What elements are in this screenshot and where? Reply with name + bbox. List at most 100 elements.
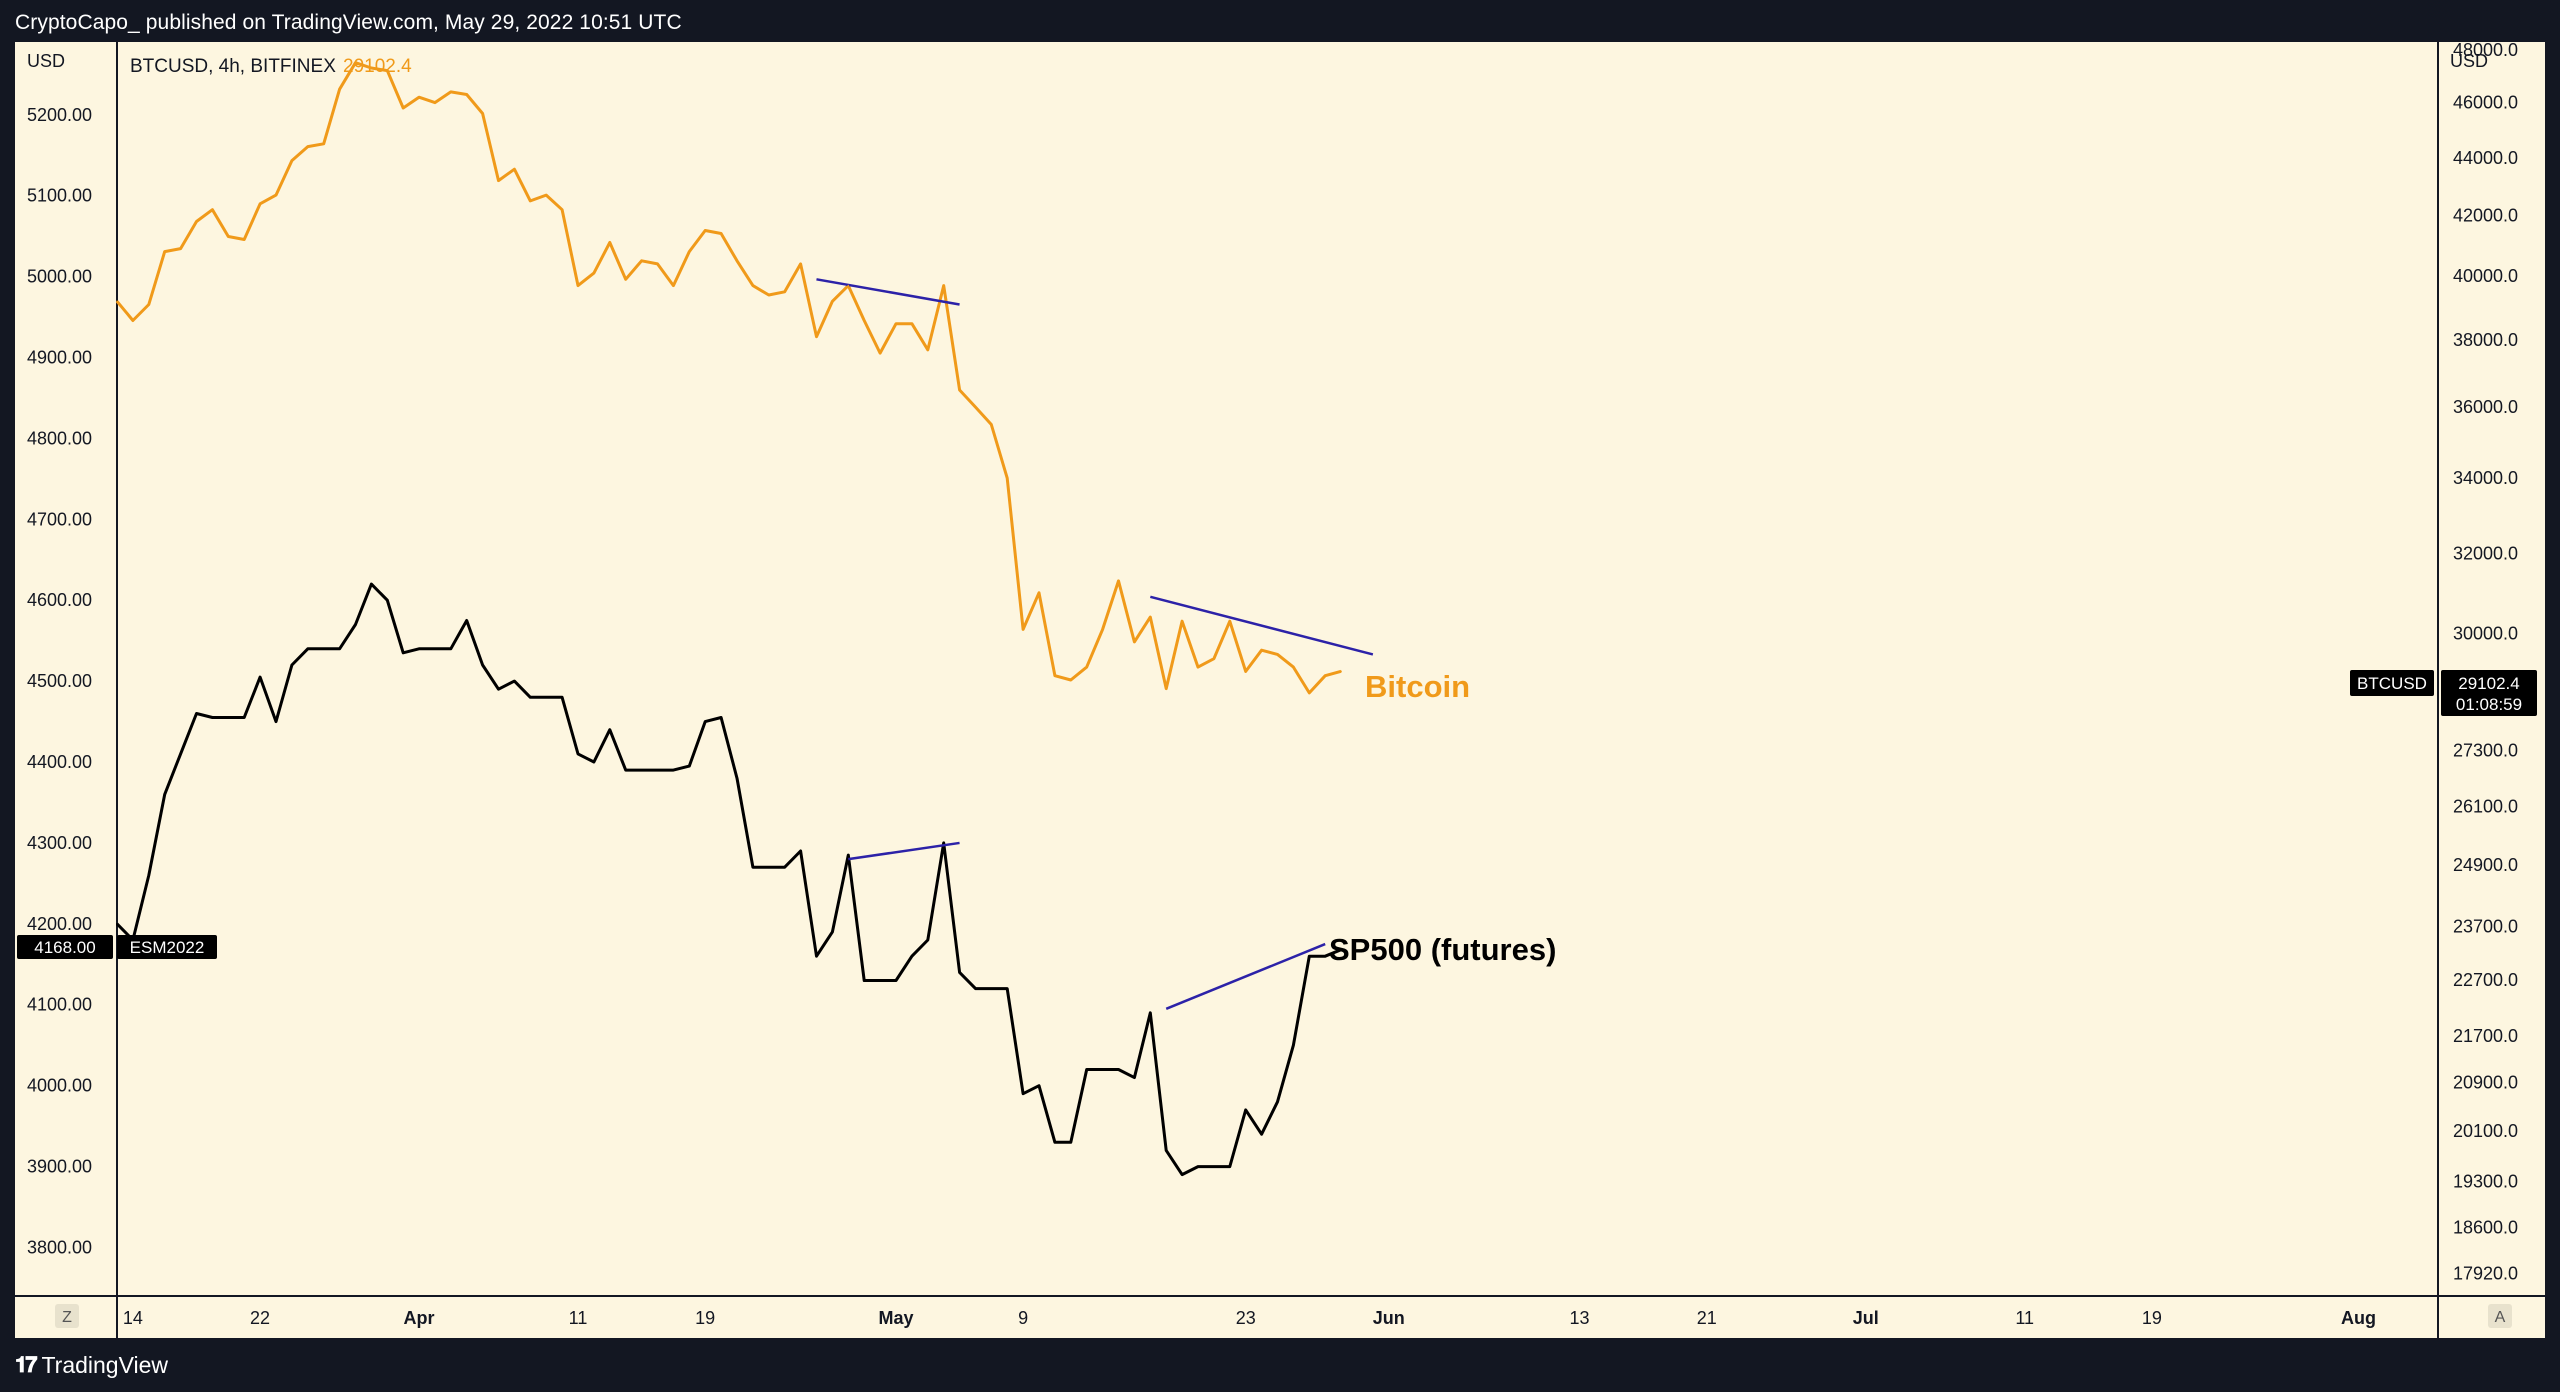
btcusd-point bbox=[1213, 657, 1215, 660]
esm2022-point bbox=[672, 769, 675, 771]
esm2022-point bbox=[259, 676, 261, 678]
right-marker-name: BTCUSD bbox=[2357, 674, 2427, 693]
esm2022-point bbox=[306, 647, 309, 650]
esm2022-point bbox=[275, 720, 277, 723]
esm2022-point bbox=[561, 696, 563, 699]
btcusd-point bbox=[1340, 670, 1342, 673]
btcusd-point bbox=[450, 91, 452, 93]
btcusd-point bbox=[163, 250, 166, 253]
esm2022-point bbox=[895, 979, 897, 982]
esm2022-point bbox=[1101, 1068, 1104, 1071]
esm2022-point bbox=[1070, 1141, 1072, 1144]
esm2022-point bbox=[1292, 1044, 1295, 1046]
tradingview-logo[interactable]: 𝟏𝟕 TradingView bbox=[15, 1352, 168, 1378]
time-axis-tick: Aug bbox=[2341, 1308, 2376, 1328]
right-axis-tick: 22700.0 bbox=[2453, 970, 2518, 990]
btcusd-point bbox=[1244, 670, 1247, 673]
btcusd-series-line bbox=[115, 61, 1342, 695]
esm2022-point bbox=[465, 619, 468, 622]
btcusd-point bbox=[1229, 620, 1231, 622]
btcusd-point bbox=[211, 208, 214, 211]
btcusd-point bbox=[1276, 653, 1279, 656]
btcusd-point bbox=[736, 259, 738, 262]
btcusd-point bbox=[1197, 666, 1199, 668]
btcusd-point bbox=[799, 263, 802, 265]
btcusd-point bbox=[259, 203, 261, 205]
esm2022-point bbox=[1133, 1076, 1136, 1079]
esm2022-point bbox=[1006, 987, 1009, 990]
time-axis-tick: 11 bbox=[2015, 1308, 2034, 1328]
sp500-annotation: SP500 (futures) bbox=[1329, 932, 1556, 967]
time-axis-tick: 9 bbox=[1018, 1308, 1028, 1328]
esm2022-point bbox=[752, 866, 754, 869]
right-button-label[interactable]: A bbox=[2495, 1309, 2506, 1326]
btcusd-point bbox=[942, 284, 945, 287]
btcusd-point bbox=[911, 322, 913, 325]
btcusd-point bbox=[1292, 666, 1295, 668]
plot-area bbox=[115, 61, 1374, 1177]
esm2022-point bbox=[179, 753, 182, 755]
esm2022-point bbox=[815, 955, 818, 958]
time-axis-ticks: 14 22 Apr 11 19 May 9 23 Jun 13 21 Jul 11 19 Aug bbox=[123, 1308, 2376, 1328]
btcusd-point bbox=[640, 259, 643, 262]
esm2022-point bbox=[386, 599, 389, 602]
esm2022-point bbox=[418, 647, 420, 650]
chart-canvas[interactable]: USD USD BTCUSD, 4h, BITFINEX 29102.4 520… bbox=[15, 40, 2545, 1338]
btcusd-point bbox=[720, 232, 722, 235]
esm2022-point bbox=[434, 647, 436, 650]
left-axis-tick: 4000.00 bbox=[27, 1076, 92, 1096]
btcusd-point bbox=[767, 294, 770, 296]
time-axis-tick: 19 bbox=[695, 1308, 715, 1328]
left-button-bg[interactable] bbox=[55, 1304, 79, 1328]
btcusd-point bbox=[1308, 692, 1311, 694]
esm2022-point bbox=[1149, 1012, 1152, 1014]
btcusd-point bbox=[545, 194, 548, 196]
right-button-bg[interactable] bbox=[2488, 1304, 2512, 1328]
esm2022-point bbox=[640, 769, 643, 771]
btcusd-point bbox=[132, 319, 134, 322]
right-axis-tick: 19300.0 bbox=[2453, 1171, 2518, 1191]
btcusd-point bbox=[783, 291, 786, 293]
esm2022-series-line bbox=[115, 582, 1342, 1177]
publish-header: CryptoCapo_ published on TradingView.com… bbox=[0, 0, 2560, 42]
left-axis-tick: 4100.00 bbox=[27, 995, 92, 1015]
esm2022-point bbox=[291, 664, 293, 666]
trendline[interactable] bbox=[848, 841, 960, 861]
btcusd-point bbox=[1006, 477, 1009, 479]
esm2022-point bbox=[370, 583, 373, 585]
esm2022-point bbox=[831, 931, 834, 933]
left-axis-tick: 5100.00 bbox=[27, 186, 92, 206]
btcusd-point bbox=[1038, 592, 1040, 594]
right-axis-currency: USD bbox=[2450, 51, 2488, 71]
auto-scale-left-button[interactable]: Z bbox=[55, 1304, 79, 1328]
btcusd-point bbox=[974, 406, 977, 408]
left-marker-name-box bbox=[117, 935, 217, 959]
footer-bar: 𝟏𝟕 TradingView bbox=[0, 1338, 2560, 1392]
btcusd-point bbox=[1181, 620, 1183, 622]
esm2022-point bbox=[1340, 948, 1342, 951]
btcusd-point bbox=[465, 93, 468, 96]
esm2022-point bbox=[720, 716, 722, 719]
left-axis-tick: 4300.00 bbox=[27, 833, 92, 853]
trendline[interactable] bbox=[816, 278, 960, 306]
trendline[interactable] bbox=[1150, 595, 1374, 656]
btcusd-point bbox=[1054, 674, 1056, 677]
esm2022-point bbox=[529, 696, 532, 699]
auto-scale-right-button[interactable]: A bbox=[2488, 1304, 2512, 1328]
btcusd-point bbox=[291, 159, 293, 162]
chart-frame: USD USD BTCUSD, 4h, BITFINEX 29102.4 520… bbox=[15, 40, 2545, 1338]
time-axis-tick: May bbox=[878, 1308, 913, 1328]
esm2022-point bbox=[402, 652, 404, 654]
btcusd-point bbox=[863, 319, 865, 322]
btcusd-point bbox=[609, 241, 611, 244]
left-button-label[interactable]: Z bbox=[62, 1309, 72, 1326]
right-axis-tick: 26100.0 bbox=[2453, 797, 2518, 817]
right-axis-tick: 21700.0 bbox=[2453, 1026, 2518, 1046]
esm2022-point bbox=[958, 971, 961, 974]
btcusd-point bbox=[275, 194, 277, 196]
btcusd-point bbox=[1101, 628, 1104, 631]
btcusd-point bbox=[847, 284, 850, 287]
left-axis-tick: 3800.00 bbox=[27, 1237, 92, 1257]
right-marker-countdown: 01:08:59 bbox=[2456, 695, 2522, 714]
trendline[interactable] bbox=[1165, 942, 1326, 1010]
